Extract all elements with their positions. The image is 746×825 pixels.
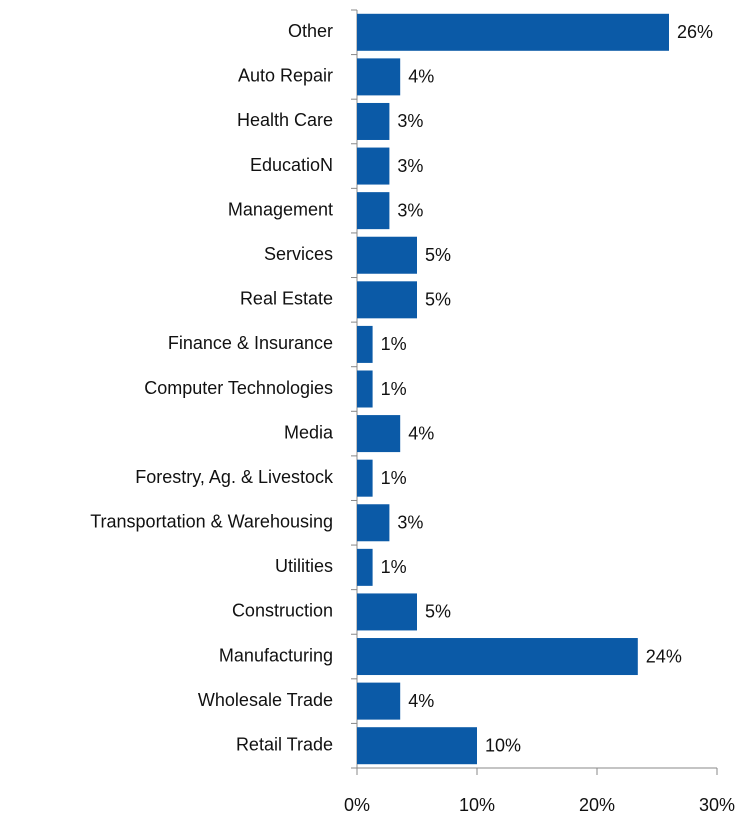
y-tick-label: Services: [264, 244, 333, 264]
x-tick-label: 0%: [344, 795, 370, 815]
y-tick-label: Transportation & Warehousing: [90, 512, 333, 532]
bar: [357, 236, 417, 274]
data-label: 4%: [408, 691, 434, 711]
bar: [357, 548, 373, 586]
data-label: 3%: [397, 200, 423, 220]
bar: [357, 370, 373, 408]
x-tick-label: 10%: [459, 795, 495, 815]
y-tick-label: EducatioN: [250, 155, 333, 175]
bar: [357, 281, 417, 319]
y-tick-label: Wholesale Trade: [198, 690, 333, 710]
data-label: 10%: [485, 735, 521, 755]
data-label: 4%: [408, 423, 434, 443]
bar: [357, 58, 401, 96]
y-tick-label: Auto Repair: [238, 66, 333, 86]
bar: [357, 682, 401, 720]
y-tick-label: Real Estate: [240, 289, 333, 309]
data-label: 1%: [381, 379, 407, 399]
y-tick-label: Forestry, Ag. & Livestock: [135, 467, 334, 487]
x-tick-label: 30%: [699, 795, 735, 815]
data-label: 5%: [425, 290, 451, 310]
bar: [357, 13, 669, 51]
bar: [357, 459, 373, 497]
bar: [357, 325, 373, 363]
bar: [357, 727, 477, 765]
y-tick-label: Media: [284, 422, 334, 442]
data-label: 3%: [397, 513, 423, 533]
bar: [357, 415, 401, 453]
data-label: 24%: [646, 646, 682, 666]
data-label: 5%: [425, 602, 451, 622]
y-tick-label: Utilities: [275, 556, 333, 576]
bar: [357, 102, 390, 140]
bar: [357, 504, 390, 542]
x-tick-label: 20%: [579, 795, 615, 815]
y-tick-label: Construction: [232, 601, 333, 621]
data-label: 5%: [425, 245, 451, 265]
data-label: 1%: [381, 557, 407, 577]
bar: [357, 593, 417, 631]
data-label: 3%: [397, 111, 423, 131]
data-label: 1%: [381, 468, 407, 488]
y-tick-label: Other: [288, 21, 333, 41]
bar: [357, 638, 638, 676]
bar: [357, 192, 390, 230]
data-label: 4%: [408, 67, 434, 87]
data-label: 26%: [677, 22, 713, 42]
bar: [357, 147, 390, 185]
data-label: 1%: [381, 334, 407, 354]
y-tick-label: Health Care: [237, 110, 333, 130]
y-tick-label: Management: [228, 199, 333, 219]
y-tick-label: Computer Technologies: [144, 378, 333, 398]
y-tick-label: Manufacturing: [219, 645, 333, 665]
y-tick-label: Finance & Insurance: [168, 333, 333, 353]
y-tick-label: Retail Trade: [236, 734, 333, 754]
data-label: 3%: [397, 156, 423, 176]
